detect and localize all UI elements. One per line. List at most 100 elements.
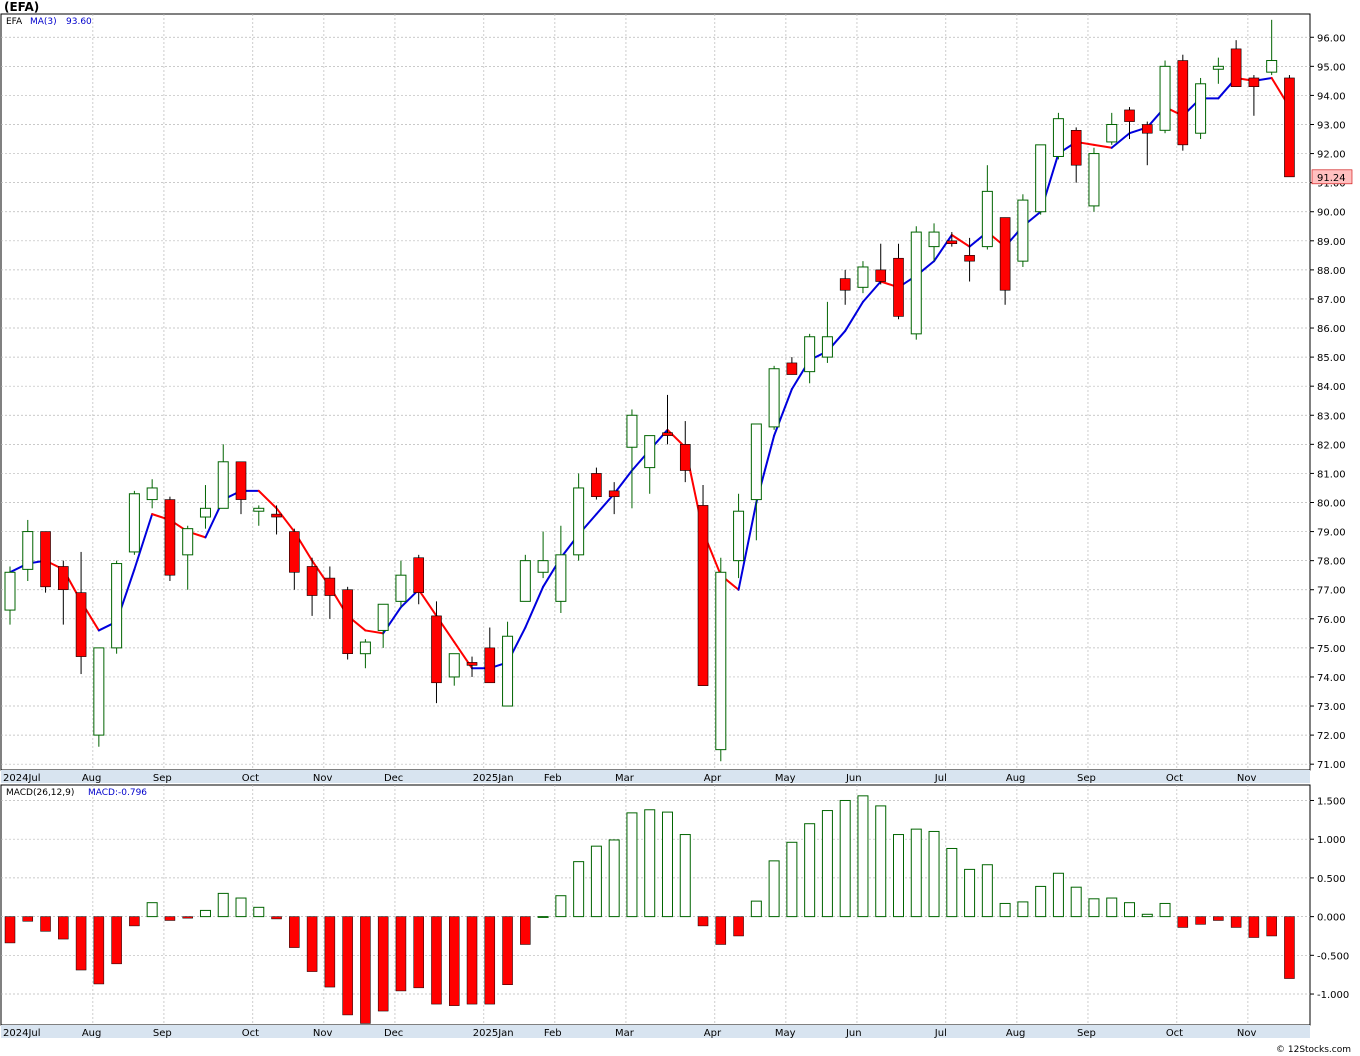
candle (40, 531, 51, 593)
price-month-label: 2024Jul (3, 773, 41, 784)
candle-body (750, 423, 762, 501)
candle-body (359, 641, 371, 655)
price-y-tick-label: 92.00 (1317, 150, 1346, 161)
macd-bar (804, 823, 816, 918)
candle-body (981, 190, 993, 248)
macd-bar (679, 834, 691, 918)
candle-body (1248, 77, 1260, 87)
candle-body (555, 554, 567, 602)
price-panel: EFA MA(3) 93.60 71.00 72.00 73.00 74.00 75.0… (0, 13, 1353, 784)
macd-bar (360, 916, 371, 1024)
macd-bar (1017, 901, 1029, 918)
macd-month-band (1, 1025, 1310, 1038)
macd-bar (199, 909, 211, 918)
price-y-tick-label: 73.00 (1317, 702, 1346, 713)
macd-bar (1141, 913, 1153, 918)
price-y-tick-label: 71.00 (1317, 760, 1346, 771)
candle-body (608, 490, 620, 497)
ma3-segment (1110, 132, 1131, 149)
macd-bar (1177, 916, 1189, 928)
macd-bar (555, 895, 567, 918)
price-y-tick-label: 79.00 (1317, 528, 1346, 539)
macd-month-label: Nov (313, 1028, 333, 1039)
candle-body (484, 647, 496, 684)
macd-y-axis: 1.500 1.000 0.500 0.000 -0.500 -1.000 (1310, 796, 1349, 1001)
macd-bar (146, 902, 158, 918)
price-month-label: Jul (934, 773, 947, 784)
candle (1230, 40, 1242, 87)
candle (58, 560, 69, 625)
candle-body (4, 571, 16, 611)
candle (128, 490, 140, 555)
ma3-segment (773, 388, 793, 437)
macd-bar (715, 916, 727, 945)
candle (448, 653, 460, 686)
ma3-segment (933, 233, 953, 263)
price-month-label: Jun (845, 773, 862, 784)
macd-bar (58, 916, 69, 940)
ma3-segment (737, 501, 758, 591)
candle-body (1284, 77, 1295, 178)
candle-body (1230, 48, 1242, 87)
candle (253, 505, 265, 526)
candle (466, 656, 478, 677)
macd-month-label: May (775, 1028, 796, 1039)
candle-body (626, 414, 638, 448)
macd-bar (1124, 902, 1136, 918)
candle-body (146, 487, 158, 501)
macd-bar (537, 916, 549, 918)
macd-y-tick-label: 1.000 (1317, 835, 1346, 846)
candle (324, 566, 336, 619)
candle (342, 586, 353, 660)
macd-bar (289, 916, 300, 948)
macd-bar (1248, 916, 1260, 938)
candle-body (1106, 123, 1118, 143)
candle (1177, 54, 1189, 151)
price-y-tick-label: 84.00 (1317, 382, 1346, 393)
candle (306, 557, 318, 616)
price-y-tick-label: 90.00 (1317, 208, 1346, 219)
candle (608, 482, 620, 515)
candle-body (75, 592, 87, 657)
candle-body (964, 255, 975, 262)
macd-bar (377, 916, 389, 1012)
ma3-segment (613, 469, 633, 495)
candle (1088, 147, 1100, 212)
price-y-tick-label: 78.00 (1317, 557, 1346, 568)
macd-y-tick-label: 0.500 (1317, 874, 1346, 885)
candle (964, 237, 975, 282)
candle-body (377, 603, 389, 631)
macd-bar (910, 828, 922, 918)
candle (1266, 19, 1278, 76)
candle (1141, 121, 1153, 166)
candle (93, 647, 105, 747)
candle-body (1088, 153, 1100, 207)
candle-body (928, 231, 940, 248)
candle (981, 165, 993, 250)
macd-bar (431, 916, 442, 1005)
price-month-label: Apr (704, 773, 722, 784)
price-plot-area (0, 13, 1311, 771)
macd-bar (946, 847, 958, 918)
macd-bar (644, 809, 656, 918)
candle (1106, 112, 1118, 145)
candle (377, 603, 389, 648)
macd-bar (964, 868, 976, 918)
macd-bar (875, 805, 887, 918)
candle-body (128, 493, 140, 553)
macd-bar (1159, 902, 1171, 918)
candle (164, 496, 176, 581)
candle-body (502, 635, 514, 707)
candles (4, 19, 1295, 762)
candle-body (715, 571, 727, 751)
candle (1159, 60, 1171, 134)
ma3-segment (950, 233, 971, 248)
macd-month-label: Aug (1006, 1028, 1026, 1039)
macd-month-label: 2024Jul (3, 1028, 41, 1039)
candle-body (431, 615, 442, 684)
candle-body (271, 513, 282, 518)
macd-bar (4, 916, 16, 944)
price-month-label: Dec (384, 773, 403, 784)
macd-month-label: Nov (1237, 1028, 1257, 1039)
macd-bar (1266, 916, 1277, 937)
